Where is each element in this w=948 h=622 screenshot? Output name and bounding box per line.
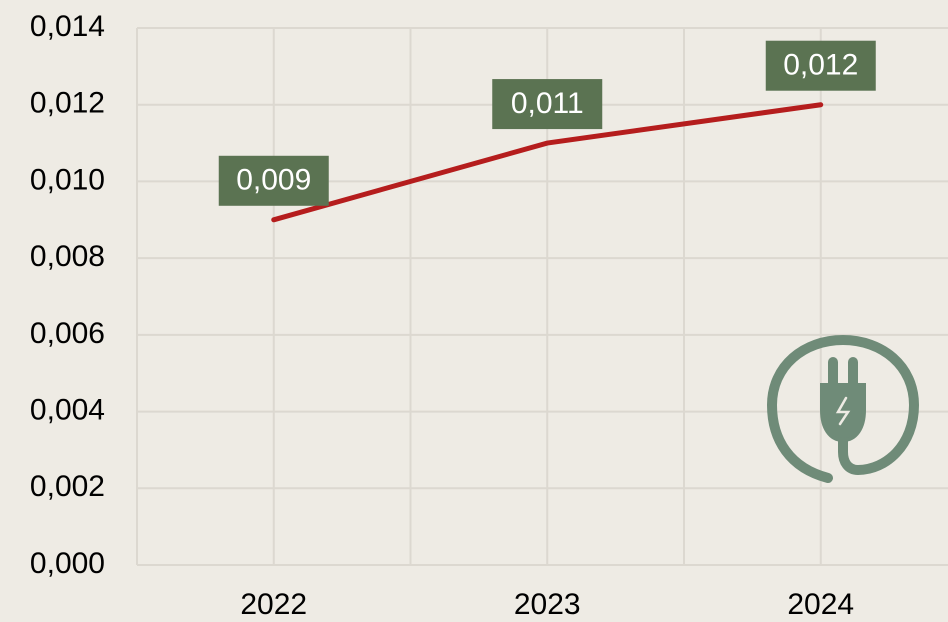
y-tick-label: 0,014 xyxy=(30,10,105,43)
y-tick-label: 0,008 xyxy=(30,240,105,273)
plug-cord xyxy=(766,334,920,483)
data-label-box xyxy=(218,155,329,206)
plug-bolt xyxy=(835,396,851,426)
plug-icon xyxy=(766,334,920,483)
data-label: 0,012 xyxy=(783,49,858,82)
x-tick-label: 2024 xyxy=(787,588,854,621)
y-tick-label: 0,004 xyxy=(30,393,105,426)
line xyxy=(271,102,824,223)
marks: 0,009 0,011 0,012 xyxy=(218,40,876,223)
x-tick-label: 2023 xyxy=(514,588,581,621)
y-tick-label: 0,006 xyxy=(30,317,105,350)
x-tick-label: 2022 xyxy=(240,588,307,621)
y-tick-label: 0,002 xyxy=(30,470,105,503)
data-label-box xyxy=(765,40,876,91)
y-tick-label: 0,010 xyxy=(30,163,105,196)
data-label: 0,011 xyxy=(511,87,584,120)
y-tick-label: 0,000 xyxy=(30,547,105,580)
data-label-box xyxy=(492,79,603,130)
data-label: 0,009 xyxy=(236,164,311,197)
y-tick-label: 0,012 xyxy=(30,87,105,120)
